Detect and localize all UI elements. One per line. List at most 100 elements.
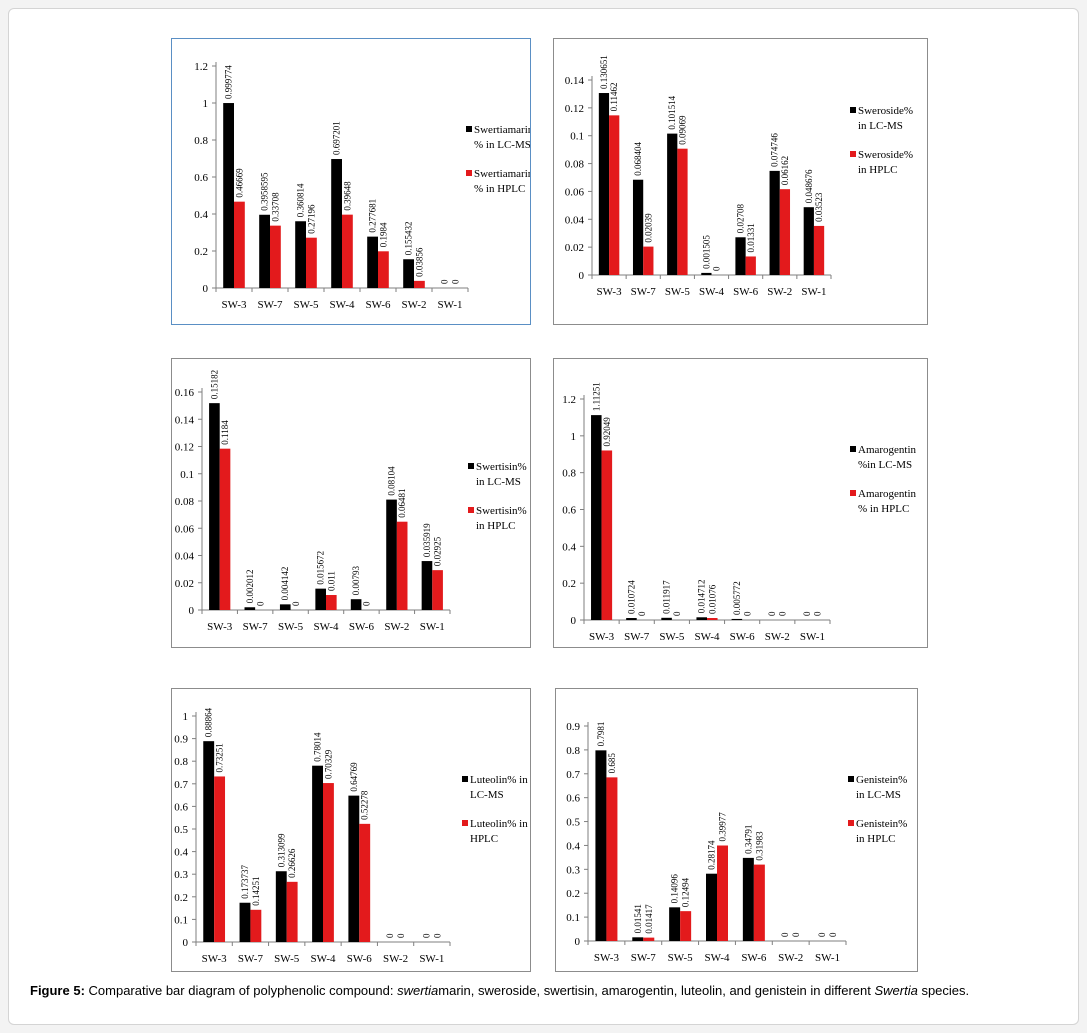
y-tick-label: 0	[189, 605, 195, 617]
x-tick-label: SW-1	[801, 286, 826, 298]
legend-swatch	[462, 820, 468, 826]
x-tick-label: SW-3	[202, 953, 228, 965]
x-tick-label: SW-4	[699, 286, 725, 298]
data-label: 0	[712, 266, 722, 271]
bar-lcms	[667, 133, 678, 275]
data-label: 0.78014	[313, 732, 323, 762]
bar-hplc	[286, 881, 298, 942]
data-label: 0.39648	[342, 181, 352, 211]
chart-swertisin: 0 0.02 0.04 0.06 0.08 0.1 0.12 0.14 0.16 SW-3 SW-7…	[171, 358, 531, 648]
bar-lcms	[595, 750, 607, 941]
legend-label: in HPLC	[476, 520, 515, 532]
legend-swatch	[850, 446, 856, 452]
data-label: 0.010724	[626, 580, 636, 614]
legend-label: %in LC-MS	[858, 459, 912, 471]
y-tick-label: 0.8	[174, 756, 188, 768]
caption-italic-1: swertia	[397, 983, 439, 998]
x-tick-label: SW-7	[631, 286, 657, 298]
y-tick-label: 0.5	[174, 824, 188, 836]
bar-lcms	[632, 179, 644, 275]
data-label: 0.52278	[360, 790, 370, 820]
data-label: 0.03523	[814, 192, 824, 222]
chart-sweroside: 0 0.02 0.04 0.06 0.08 0.1 0.12 0.14 SW-3 SW-7 SW-5…	[553, 38, 928, 325]
legend-swatch	[468, 507, 474, 513]
data-label: 0.46669	[234, 168, 244, 198]
data-label: 0.130651	[599, 55, 609, 89]
y-tick-label: 0.8	[566, 745, 580, 757]
bar-lcms	[244, 607, 256, 610]
data-label: 0.277681	[368, 199, 378, 233]
x-tick-label: SW-2	[384, 621, 409, 633]
bar-hplc	[707, 618, 718, 620]
y-tick-label: 0.06	[175, 523, 195, 535]
bar-hplc	[342, 214, 353, 288]
chart-swertiamarin: 0 0.2 0.4 0.6 0.8 1 1.2 SW-3 SW-7 SW-5 SW-4 SW-6 SW-…	[171, 38, 531, 325]
legend-label: Amarogentin	[858, 488, 917, 500]
y-tick-label: 0.3	[174, 869, 188, 881]
bar-lcms	[626, 618, 637, 620]
bar-hplc	[717, 845, 728, 941]
data-label: 0.06162	[780, 156, 790, 185]
y-tick-label: 0.1	[180, 469, 194, 481]
legend-label: LC-MS	[470, 789, 504, 801]
bar-hplc	[606, 777, 618, 941]
data-label: 0.39977	[718, 812, 728, 842]
data-label: 0.173737	[240, 864, 250, 898]
data-label: 0.02708	[736, 204, 746, 234]
y-tick-label: 0.06	[565, 186, 585, 198]
y-tick-label: 1.2	[194, 61, 208, 73]
legend-label: % in LC-MS	[474, 139, 530, 151]
legend-swatch	[850, 107, 856, 113]
bar-hplc	[378, 251, 389, 288]
legend-label: Sweroside%	[858, 149, 913, 161]
x-tick-label: SW-7	[243, 621, 269, 633]
x-tick-label: SW-5	[278, 621, 304, 633]
data-label: 0.31983	[754, 831, 764, 861]
data-label: 0	[742, 611, 752, 616]
y-tick-label: 0.4	[174, 847, 188, 859]
y-tick-label: 0.3	[566, 864, 580, 876]
data-label: 0.12494	[681, 877, 691, 907]
data-label: 0.27196	[306, 204, 316, 234]
chart-amarogentin: 0 0.2 0.4 0.6 0.8 1 1.2 SW-3 SW-7 SW-5 SW-4 SW-6 SW-…	[553, 358, 928, 648]
y-tick-label: 0.7	[566, 769, 580, 781]
x-tick-label: SW-3	[594, 952, 620, 964]
data-label: 0.015672	[316, 551, 326, 585]
data-label: 0.73251	[215, 743, 225, 772]
legend-swatch	[848, 820, 854, 826]
legend-label: % in HPLC	[858, 503, 909, 515]
legend-label: Genistein%	[856, 818, 907, 830]
y-tick-label: 0.6	[562, 505, 576, 517]
legend-label: Swertisin%	[476, 505, 527, 517]
x-tick-label: SW-7	[257, 299, 283, 311]
bar-hplc	[326, 595, 337, 610]
bar-hplc	[396, 521, 408, 610]
y-tick-label: 0.7	[174, 779, 188, 791]
data-label: 0	[828, 932, 838, 937]
bar-hplc	[414, 280, 425, 288]
y-tick-label: 0.14	[175, 414, 195, 426]
bar-lcms	[209, 403, 220, 610]
data-label: 0	[255, 601, 265, 606]
legend-label: Luteolin% in	[470, 818, 528, 830]
data-label: 0	[817, 932, 827, 937]
y-tick-label: 0.02	[565, 242, 584, 254]
bar-lcms	[350, 599, 362, 610]
x-tick-label: SW-3	[589, 631, 615, 643]
bar-lcms	[279, 604, 291, 610]
data-label: 0.88864	[204, 707, 214, 737]
y-tick-label: 0.5	[566, 817, 580, 829]
data-label: 0.28174	[707, 840, 717, 870]
legend-label: in LC-MS	[856, 789, 901, 801]
y-tick-label: 0.2	[562, 578, 576, 590]
y-tick-label: 0.04	[565, 214, 585, 226]
bar-lcms	[803, 207, 814, 275]
bar-hplc	[214, 776, 226, 942]
bar-lcms	[769, 170, 780, 275]
x-tick-label: SW-7	[624, 631, 650, 643]
legend-label: Luteolin% in	[470, 774, 528, 786]
legend-label: in HPLC	[856, 833, 895, 845]
data-label: 0.14096	[670, 874, 680, 904]
legend-swatch	[850, 151, 856, 157]
y-tick-label: 0.1	[174, 914, 188, 926]
